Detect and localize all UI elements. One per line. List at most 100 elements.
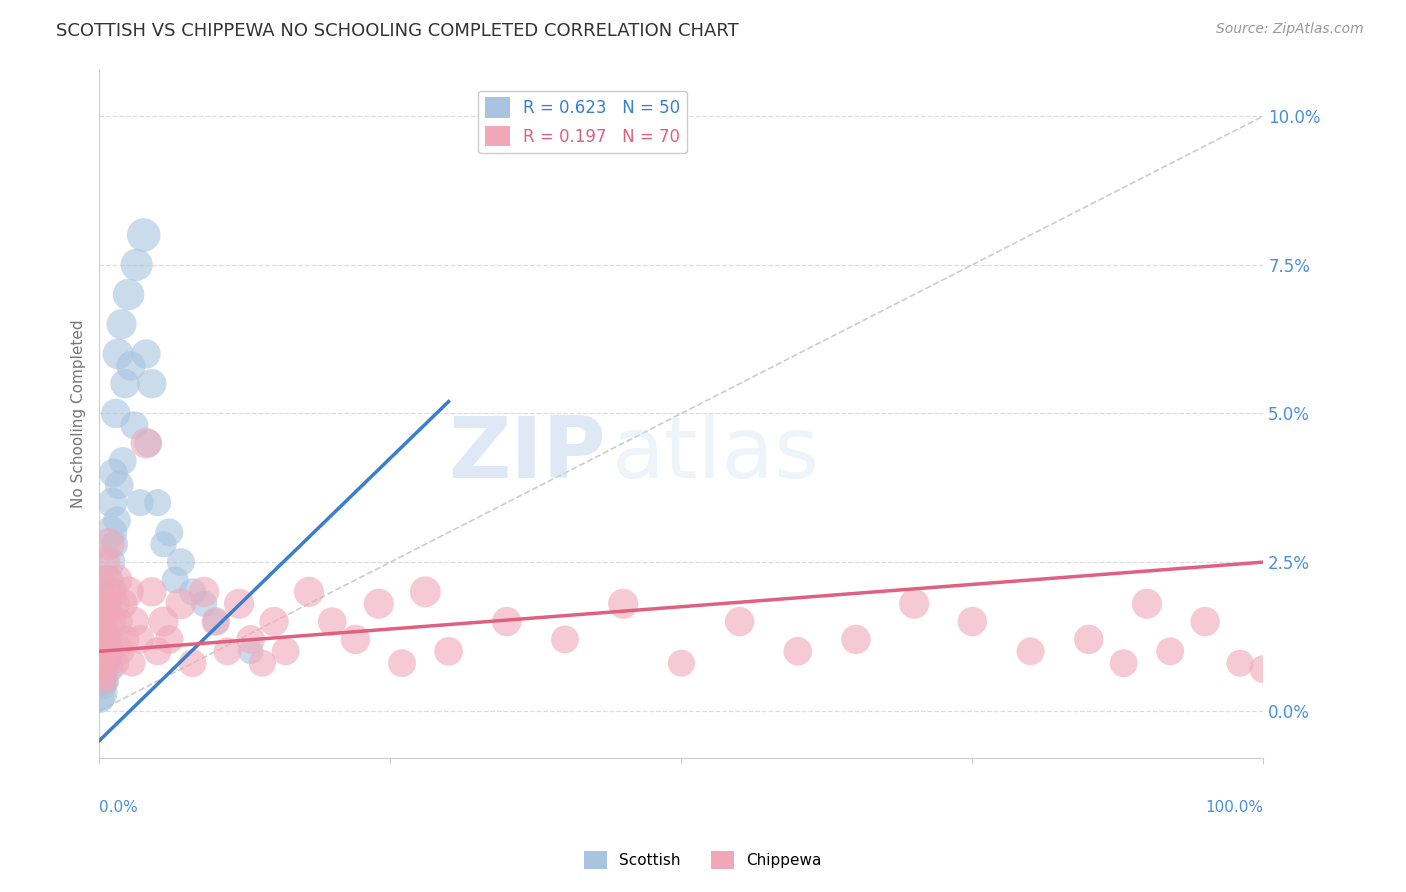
- Point: [120, 359, 142, 373]
- Text: 0.0%: 0.0%: [100, 800, 138, 814]
- Point: [298, 584, 321, 599]
- Point: [181, 656, 204, 670]
- Point: [415, 584, 437, 599]
- Point: [117, 287, 139, 301]
- Point: [228, 597, 250, 611]
- Point: [97, 656, 120, 670]
- Point: [129, 632, 152, 647]
- Point: [152, 615, 174, 629]
- Point: [554, 632, 576, 647]
- Point: [671, 656, 693, 670]
- Point: [1077, 632, 1099, 647]
- Point: [97, 584, 120, 599]
- Point: [90, 673, 112, 688]
- Point: [205, 615, 228, 629]
- Point: [263, 615, 285, 629]
- Point: [205, 615, 228, 629]
- Point: [100, 615, 122, 629]
- Point: [90, 668, 112, 682]
- Point: [165, 573, 187, 587]
- Point: [103, 597, 125, 611]
- Point: [274, 644, 297, 658]
- Point: [121, 656, 143, 670]
- Point: [90, 597, 112, 611]
- Point: [98, 555, 121, 569]
- Point: [104, 406, 127, 420]
- Point: [98, 644, 121, 658]
- Point: [845, 632, 868, 647]
- Point: [1194, 615, 1216, 629]
- Point: [136, 436, 159, 450]
- Text: Source: ZipAtlas.com: Source: ZipAtlas.com: [1216, 22, 1364, 37]
- Point: [101, 584, 124, 599]
- Point: [141, 584, 163, 599]
- Point: [96, 597, 118, 611]
- Point: [110, 317, 132, 331]
- Point: [96, 632, 118, 647]
- Point: [103, 632, 125, 647]
- Point: [129, 495, 152, 509]
- Point: [146, 495, 169, 509]
- Point: [1112, 656, 1135, 670]
- Point: [104, 656, 127, 670]
- Point: [114, 376, 136, 391]
- Point: [193, 584, 215, 599]
- Point: [170, 555, 193, 569]
- Point: [135, 436, 157, 450]
- Point: [157, 525, 180, 540]
- Point: [391, 656, 413, 670]
- Point: [93, 555, 115, 569]
- Point: [612, 597, 634, 611]
- Point: [93, 632, 115, 647]
- Point: [107, 615, 129, 629]
- Text: ZIP: ZIP: [449, 413, 606, 496]
- Point: [100, 525, 122, 540]
- Point: [495, 615, 517, 629]
- Point: [100, 662, 122, 676]
- Point: [1229, 656, 1251, 670]
- Point: [239, 644, 262, 658]
- Text: 100.0%: 100.0%: [1205, 800, 1264, 814]
- Point: [91, 668, 114, 682]
- Point: [90, 673, 112, 688]
- Point: [1253, 662, 1275, 676]
- Point: [962, 615, 984, 629]
- Point: [90, 615, 112, 629]
- Point: [97, 656, 120, 670]
- Point: [103, 537, 125, 551]
- Text: atlas: atlas: [612, 413, 820, 496]
- Point: [89, 632, 111, 647]
- Point: [98, 644, 121, 658]
- Point: [321, 615, 343, 629]
- Point: [1136, 597, 1159, 611]
- Legend: Scottish, Chippewa: Scottish, Chippewa: [578, 845, 828, 875]
- Point: [193, 597, 215, 611]
- Point: [125, 258, 148, 272]
- Point: [141, 376, 163, 391]
- Point: [111, 597, 134, 611]
- Point: [103, 466, 125, 480]
- Point: [91, 644, 114, 658]
- Point: [217, 644, 239, 658]
- Point: [93, 662, 115, 676]
- Point: [105, 513, 128, 527]
- Point: [111, 454, 134, 468]
- Point: [728, 615, 751, 629]
- Point: [108, 477, 131, 491]
- Point: [97, 608, 120, 623]
- Point: [101, 495, 124, 509]
- Point: [93, 680, 115, 694]
- Point: [1159, 644, 1181, 658]
- Point: [135, 347, 157, 361]
- Point: [96, 573, 118, 587]
- Point: [181, 584, 204, 599]
- Point: [97, 650, 120, 665]
- Point: [94, 597, 117, 611]
- Point: [89, 656, 111, 670]
- Point: [94, 662, 117, 676]
- Point: [903, 597, 925, 611]
- Point: [252, 656, 274, 670]
- Point: [94, 615, 117, 629]
- Point: [90, 656, 112, 670]
- Point: [97, 573, 120, 587]
